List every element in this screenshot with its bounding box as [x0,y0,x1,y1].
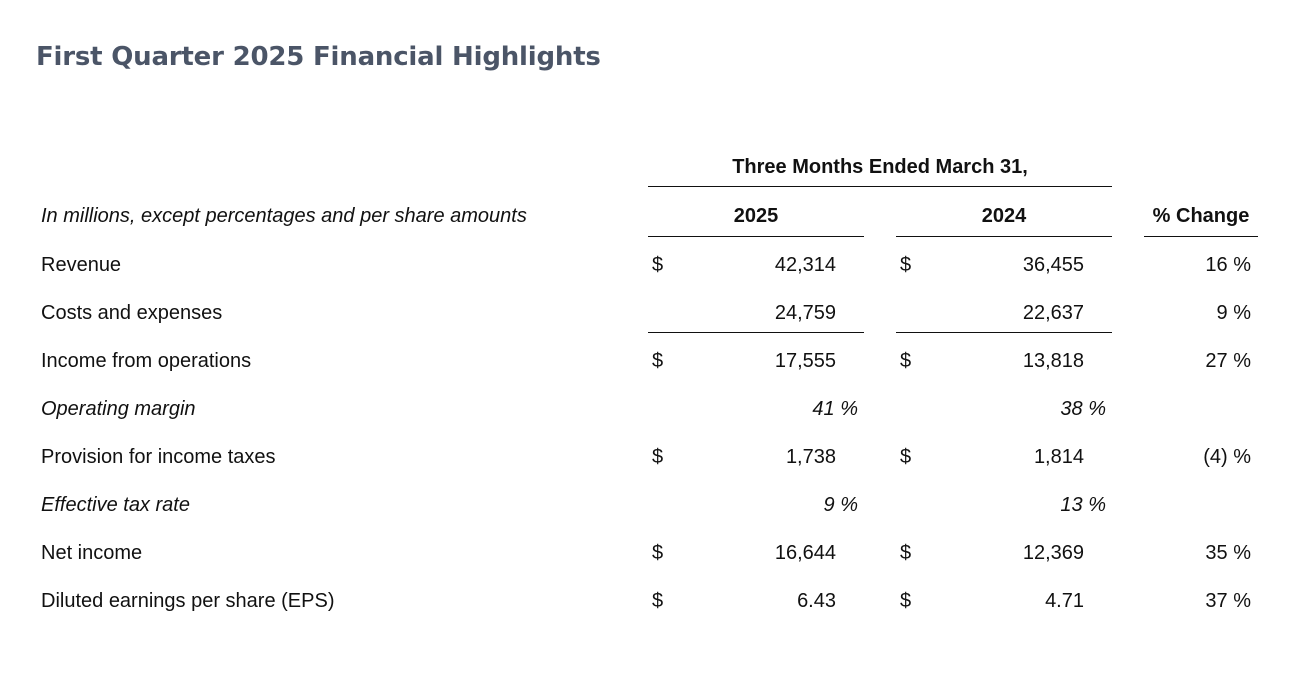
currency-symbol-2025: $ [652,590,664,612]
units-note: In millions, except percentages and per … [41,205,527,227]
row-label: Net income [41,542,143,564]
value-2024: 4.71 [1045,590,1084,612]
row-label: Income from operations [41,350,252,372]
currency-symbol-2024: $ [900,446,912,468]
value-2024: 22,637 [1022,302,1084,324]
currency-symbol-2024: $ [900,254,912,276]
value-2025: 42,314 [774,254,836,276]
percent-change: 27 % [1205,350,1251,372]
period-header: Three Months Ended March 31, [732,156,1028,178]
value-2024: 13,818 [1022,350,1084,372]
currency-symbol-2025: $ [652,542,664,564]
value-2025: 17,555 [774,350,836,372]
percent-2024: 13 % [1060,494,1106,516]
currency-symbol-2024: $ [900,350,912,372]
percent-change: 37 % [1205,590,1251,612]
row-label: Effective tax rate [41,494,190,516]
row-label: Revenue [41,254,122,276]
percent-change: 9 % [1216,302,1251,324]
table-row-diluted-eps: Diluted earnings per share (EPS) $ 6.43 … [0,588,1306,636]
value-2025: 1,738 [785,446,836,468]
column-header-change: % Change [1152,205,1250,227]
column-header-2025: 2025 [733,205,779,227]
table-row-provision-for-income-taxes: Provision for income taxes $ 1,738 $ 1,8… [0,444,1306,492]
currency-symbol-2025: $ [652,446,664,468]
subtotal-rule-2025 [648,332,864,333]
table-row-net-income: Net income $ 16,644 $ 12,369 35 % [0,540,1306,588]
page-title: First Quarter 2025 Financial Highlights [36,42,601,72]
currency-symbol-2024: $ [900,590,912,612]
percent-2025: 9 % [823,494,858,516]
column-header-2024: 2024 [981,205,1027,227]
percent-2025: 41 % [812,398,858,420]
value-2024: 36,455 [1022,254,1084,276]
table-row-costs-and-expenses: Costs and expenses 24,759 22,637 9 % [0,300,1306,348]
table-row-revenue: Revenue $ 42,314 $ 36,455 16 % [0,252,1306,300]
percent-change: (4) % [1203,446,1251,468]
table-row-income-from-operations: Income from operations $ 17,555 $ 13,818… [0,348,1306,396]
column-header-rule-2025 [648,236,864,237]
financial-highlights-table: Revenue $ 42,314 $ 36,455 16 % Costs and… [0,252,1306,636]
period-header-rule [648,186,1112,187]
percent-2024: 38 % [1060,398,1106,420]
subtotal-rule-2024 [896,332,1112,333]
row-label: Diluted earnings per share (EPS) [41,590,335,612]
row-label: Costs and expenses [41,302,223,324]
currency-symbol-2025: $ [652,254,664,276]
table-row-effective-tax-rate: Effective tax rate 9 % 13 % [0,492,1306,540]
row-label: Provision for income taxes [41,446,276,468]
row-label: Operating margin [41,398,196,420]
percent-change: 16 % [1205,254,1251,276]
currency-symbol-2024: $ [900,542,912,564]
column-header-rule-2024 [896,236,1112,237]
value-2024: 1,814 [1033,446,1084,468]
column-header-rule-change [1144,236,1258,237]
percent-change: 35 % [1205,542,1251,564]
value-2025: 16,644 [774,542,836,564]
table-row-operating-margin: Operating margin 41 % 38 % [0,396,1306,444]
value-2024: 12,369 [1022,542,1084,564]
value-2025: 24,759 [774,302,836,324]
currency-symbol-2025: $ [652,350,664,372]
value-2025: 6.43 [797,590,836,612]
